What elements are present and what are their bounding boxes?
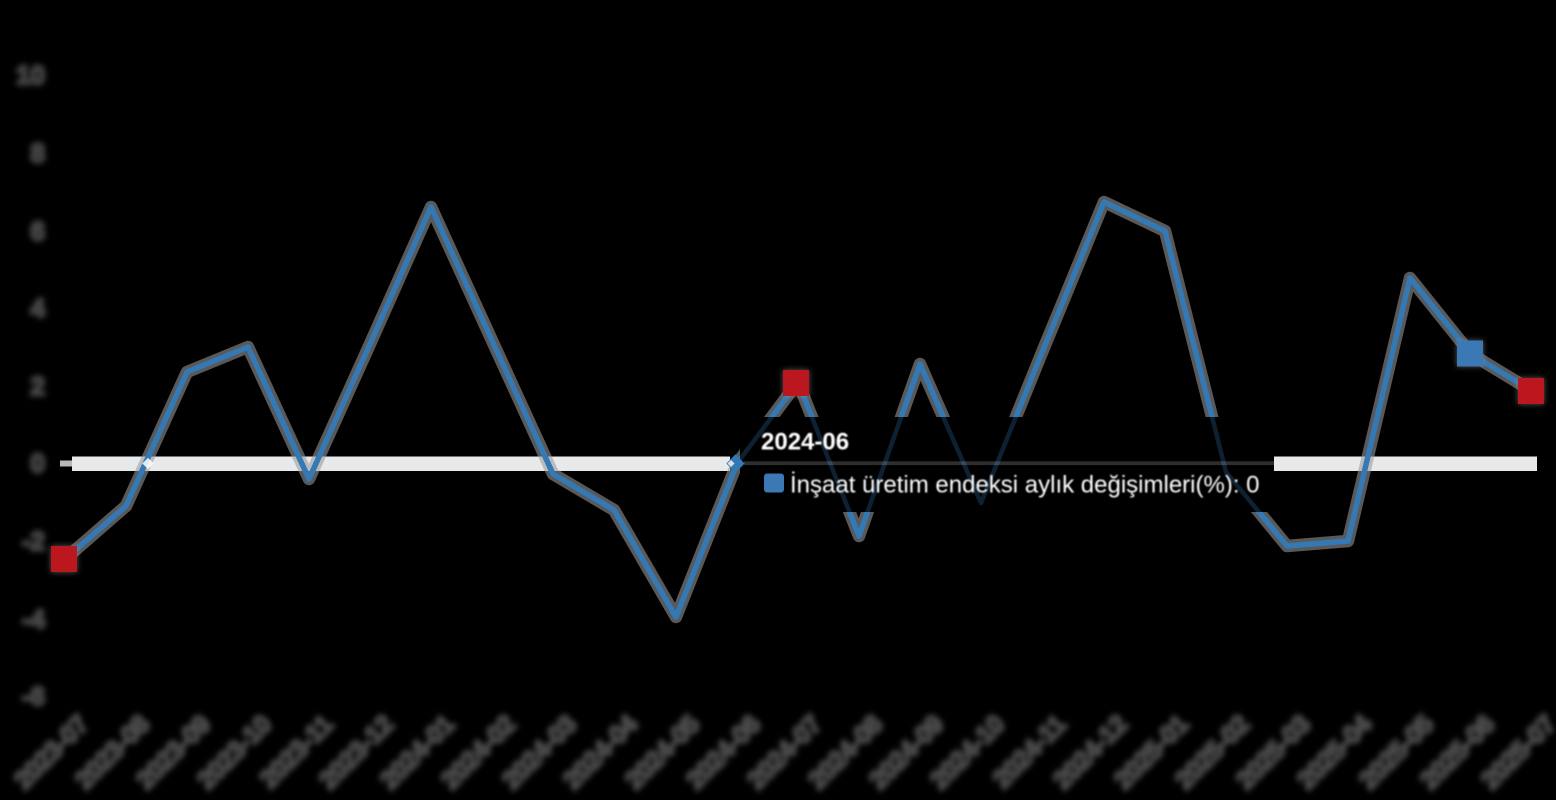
svg-text:İnşaat üretim endeksi aylık de: İnşaat üretim endeksi aylık değişimleri(…: [790, 472, 1260, 499]
svg-text:2024-06: 2024-06: [761, 429, 849, 456]
